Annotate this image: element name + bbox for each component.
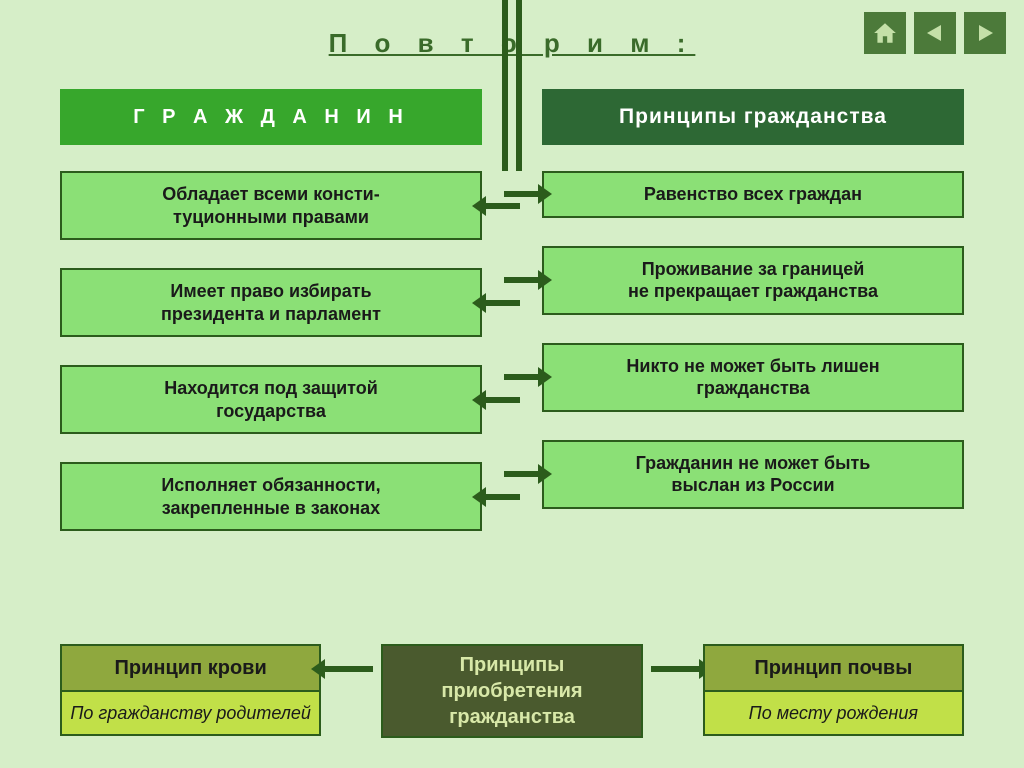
right-item: Проживание за границейне прекращает граж… <box>542 246 964 315</box>
prev-icon <box>923 21 947 45</box>
arrow-icon <box>484 397 520 403</box>
bottom-left-sub: По гражданству родителей <box>60 692 321 736</box>
arrow-icon <box>504 374 540 380</box>
home-button[interactable] <box>864 12 906 54</box>
home-icon <box>872 20 898 46</box>
arrow-left-icon <box>323 666 373 672</box>
left-item: Обладает всеми консти-туционными правами <box>60 171 482 240</box>
item-text: Никто не может быть лишенгражданства <box>626 356 879 399</box>
arrow-icon <box>504 471 540 477</box>
right-column: Принципы гражданства Равенство всех граж… <box>542 89 964 559</box>
item-text: Исполняет обязанности,закрепленные в зак… <box>161 475 380 518</box>
right-item: Равенство всех граждан <box>542 171 964 218</box>
bottom-left-title: Принцип крови <box>60 644 321 692</box>
prev-button[interactable] <box>914 12 956 54</box>
left-column: Г Р А Ж Д А Н И Н Обладает всеми консти-… <box>60 89 482 559</box>
item-text: Обладает всеми консти-туционными правами <box>162 184 379 227</box>
bottom-center-title: Принципы приобретения гражданства <box>381 644 642 738</box>
right-item: Никто не может быть лишенгражданства <box>542 343 964 412</box>
item-text: Имеет право избиратьпрезидента и парламе… <box>161 281 381 324</box>
next-icon <box>973 21 997 45</box>
item-text: Гражданин не может бытьвыслан из России <box>636 453 871 496</box>
next-button[interactable] <box>964 12 1006 54</box>
arrow-icon <box>504 277 540 283</box>
left-item: Находится под защитойгосударства <box>60 365 482 434</box>
arrow-icon <box>484 203 520 209</box>
bottom-right-title: Принцип почвы <box>703 644 964 692</box>
right-item: Гражданин не может бытьвыслан из России <box>542 440 964 509</box>
item-text: Находится под защитойгосударства <box>164 378 378 421</box>
item-text: Проживание за границейне прекращает граж… <box>628 259 878 302</box>
nav-buttons <box>864 12 1006 54</box>
item-text: Равенство всех граждан <box>644 184 862 204</box>
bottom-right: Принцип почвы По месту рождения <box>703 644 964 738</box>
bottom-section: Принцип крови По гражданству родителей П… <box>60 644 964 738</box>
left-column-header: Г Р А Ж Д А Н И Н <box>60 89 482 145</box>
left-item: Имеет право избиратьпрезидента и парламе… <box>60 268 482 337</box>
bottom-right-sub: По месту рождения <box>703 692 964 736</box>
bottom-center: Принципы приобретения гражданства <box>381 644 642 738</box>
arrow-right-icon <box>651 666 701 672</box>
arrow-icon <box>484 494 520 500</box>
right-column-header: Принципы гражданства <box>542 89 964 145</box>
arrow-icon <box>484 300 520 306</box>
arrow-icon <box>504 191 540 197</box>
bottom-left: Принцип крови По гражданству родителей <box>60 644 321 738</box>
columns-container: Г Р А Ж Д А Н И Н Обладает всеми консти-… <box>0 59 1024 559</box>
left-item: Исполняет обязанности,закрепленные в зак… <box>60 462 482 531</box>
